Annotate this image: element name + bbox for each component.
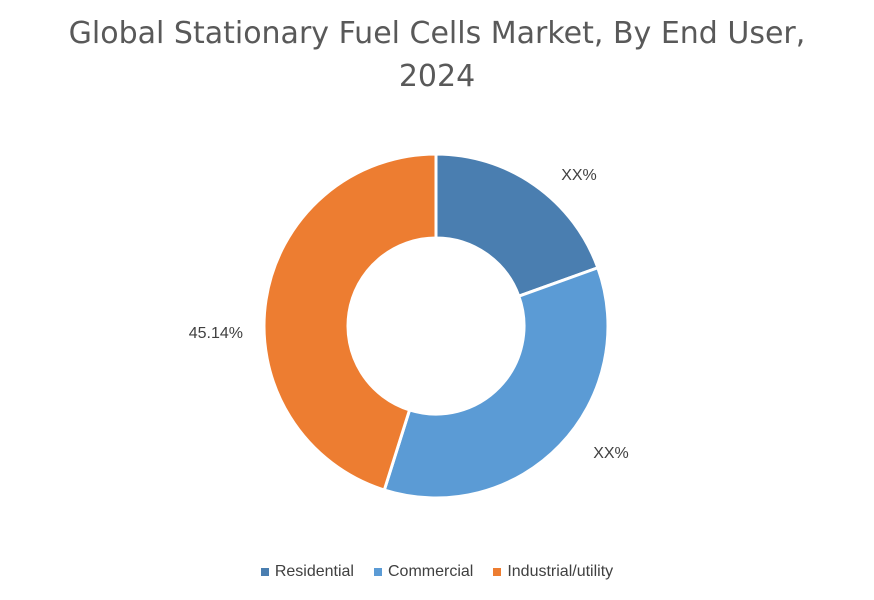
data-label-commercial: XX% xyxy=(593,445,629,462)
legend-label-industrial-utility: Industrial/utility xyxy=(507,563,614,580)
chart-legend: Residential Commercial Industrial/utilit… xyxy=(0,563,874,581)
legend-label-commercial: Commercial xyxy=(387,563,474,580)
legend-label-residential: Residential xyxy=(274,563,354,580)
legend-swatch-industrial-utility xyxy=(493,568,502,576)
donut-slice-industrial-utility xyxy=(262,152,438,492)
donut-slice-residential xyxy=(434,152,600,299)
legend-item-residential: Residential xyxy=(260,563,354,581)
data-label-residential: XX% xyxy=(561,167,597,184)
legend-swatch-commercial xyxy=(373,568,382,576)
chart-title: Global Stationary Fuel Cells Market, By … xyxy=(0,12,874,98)
data-label-industrial-utility: 45.14% xyxy=(189,325,243,342)
legend-item-commercial: Commercial xyxy=(373,563,474,581)
chart-title-line-1: Global Stationary Fuel Cells Market, By … xyxy=(68,16,806,51)
legend-swatch-residential xyxy=(260,568,269,576)
legend-item-industrial-utility: Industrial/utility xyxy=(493,563,613,581)
donut-slice-commercial xyxy=(382,265,610,500)
chart-title-line-2: 2024 xyxy=(398,59,476,94)
